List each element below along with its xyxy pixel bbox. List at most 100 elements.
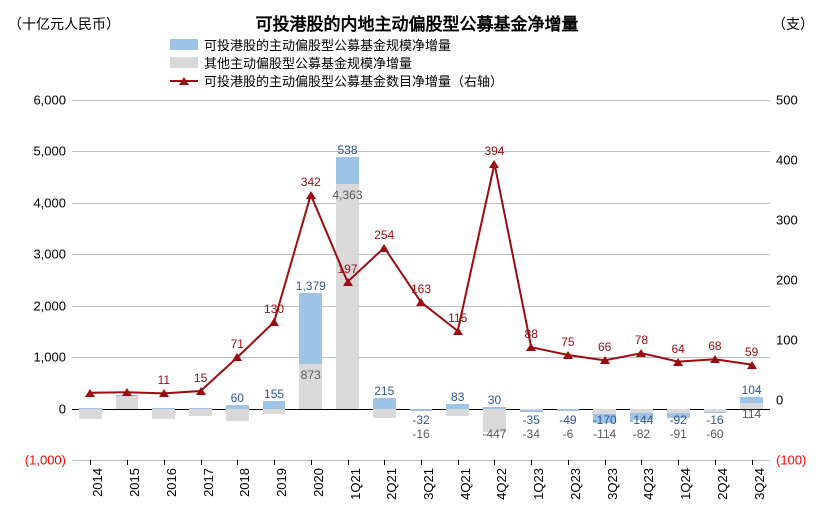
chart-root: （十亿元人民币） 可投港股的内地主动偏股型公募基金净增量 （支） 可投港股的主动… [0, 0, 834, 519]
line-data-label: 68 [708, 339, 721, 353]
y-left-tick: 5,000 [33, 144, 66, 159]
x-tick-label: 3Q21 [421, 468, 436, 500]
line-marker [85, 389, 95, 397]
line-data-label: 11 [158, 373, 170, 387]
line-marker [453, 327, 463, 335]
line-marker [747, 361, 757, 369]
legend-item-line: 可投港股的主动偏股型公募基金数目净增量（右轴） [170, 72, 503, 89]
bar1-data-label: 1,379 [296, 279, 326, 293]
x-tick-label: 4Q23 [641, 468, 656, 500]
bar1-data-label: -144 [629, 413, 653, 427]
y-left-tick: 3,000 [33, 247, 66, 262]
y-right-tick: 300 [776, 213, 798, 228]
x-tick-mark [678, 460, 679, 465]
x-tick-mark [458, 460, 459, 465]
line-series [90, 164, 751, 394]
plot-area: (1,000)01,0002,0003,0004,0005,0006,000(1… [72, 100, 770, 460]
line-layer [72, 100, 770, 460]
x-tick-label: 3Q23 [605, 468, 620, 500]
line-data-label: 163 [411, 282, 431, 296]
bar2-data-label: -34 [523, 427, 540, 441]
legend: 可投港股的主动偏股型公募基金规模净增量 其他主动偏股型公募基金规模净增量 可投港… [170, 36, 503, 90]
y-axis-right-unit: （支） [772, 14, 814, 34]
line-marker [306, 191, 316, 199]
line-data-label: 115 [448, 311, 467, 325]
chart-title: 可投港股的内地主动偏股型公募基金净增量 [0, 10, 834, 35]
line-marker [526, 343, 536, 351]
x-tick-label: 2016 [164, 468, 179, 497]
legend-swatch-bar1 [170, 39, 198, 50]
line-data-label: 197 [338, 262, 358, 276]
line-marker [196, 387, 206, 395]
x-tick-mark [311, 460, 312, 465]
y-right-tick: (100) [776, 453, 806, 468]
y-left-tick: (1,000) [25, 453, 66, 468]
bar2-data-label: -16 [412, 427, 429, 441]
bar1-data-label: 104 [742, 383, 762, 397]
x-tick-mark [421, 460, 422, 465]
line-marker [416, 298, 426, 306]
line-marker [159, 389, 169, 397]
x-tick-mark [127, 460, 128, 465]
line-data-label: 71 [231, 337, 244, 351]
line-data-label: 64 [671, 342, 684, 356]
line-data-label: 75 [561, 335, 574, 349]
bar2-data-label: -114 [593, 427, 616, 441]
bar2-data-label: -6 [563, 427, 574, 441]
x-tick-label: 2Q21 [384, 468, 399, 500]
x-tick-label: 1Q23 [531, 468, 546, 500]
bar1-data-label: 30 [488, 393, 501, 407]
legend-item-bar1: 可投港股的主动偏股型公募基金规模净增量 [170, 36, 503, 53]
legend-label-bar2: 其他主动偏股型公募基金规模净增量 [204, 53, 412, 72]
x-tick-mark [237, 460, 238, 465]
y-right-tick: 0 [776, 393, 783, 408]
y-right-tick: 200 [776, 273, 798, 288]
x-tick-mark [164, 460, 165, 465]
bar2-data-label: -60 [706, 427, 723, 441]
x-tick-label: 2Q24 [715, 468, 730, 500]
x-tick-label: 3Q24 [752, 468, 767, 500]
line-data-label: 130 [264, 302, 284, 316]
y-right-tick: 400 [776, 153, 798, 168]
x-tick-label: 2019 [274, 468, 289, 497]
x-tick-mark [715, 460, 716, 465]
x-tick-label: 1Q21 [348, 468, 363, 500]
x-tick-label: 2Q23 [568, 468, 583, 500]
bar1-data-label: 60 [231, 391, 244, 405]
x-tick-mark [531, 460, 532, 465]
line-data-label: 59 [745, 345, 758, 359]
line-marker [600, 356, 610, 364]
legend-swatch-line [170, 75, 198, 86]
x-tick-label: 4Q21 [458, 468, 473, 500]
x-tick-mark [348, 460, 349, 465]
bar1-data-label: 538 [338, 143, 358, 157]
x-tick-mark [641, 460, 642, 465]
x-tick-label: 2018 [237, 468, 252, 497]
x-tick-mark [568, 460, 569, 465]
line-data-label: 342 [301, 175, 321, 189]
line-marker [710, 355, 720, 363]
line-marker [379, 244, 389, 252]
line-marker [122, 388, 132, 396]
bar1-data-label: -170 [593, 413, 617, 427]
bar1-data-label: 155 [264, 387, 284, 401]
y-left-tick: 1,000 [33, 350, 66, 365]
x-tick-mark [384, 460, 385, 465]
legend-swatch-bar2 [170, 57, 198, 68]
y-right-tick: 100 [776, 333, 798, 348]
line-marker [673, 358, 683, 366]
y-left-tick: 4,000 [33, 195, 66, 210]
y-left-tick: 2,000 [33, 298, 66, 313]
line-data-label: 15 [194, 371, 207, 385]
legend-label-bar1: 可投港股的主动偏股型公募基金规模净增量 [204, 35, 451, 54]
y-right-tick: 500 [776, 93, 798, 108]
x-tick-mark [274, 460, 275, 465]
line-marker [489, 160, 499, 168]
x-tick-label: 2020 [311, 468, 326, 497]
bar1-data-label: 215 [374, 384, 394, 398]
line-data-label: 78 [635, 333, 648, 347]
bar2-data-label: -82 [633, 427, 650, 441]
x-tick-mark [201, 460, 202, 465]
x-tick-label: 4Q22 [494, 468, 509, 500]
bar2-data-label: -91 [669, 427, 686, 441]
